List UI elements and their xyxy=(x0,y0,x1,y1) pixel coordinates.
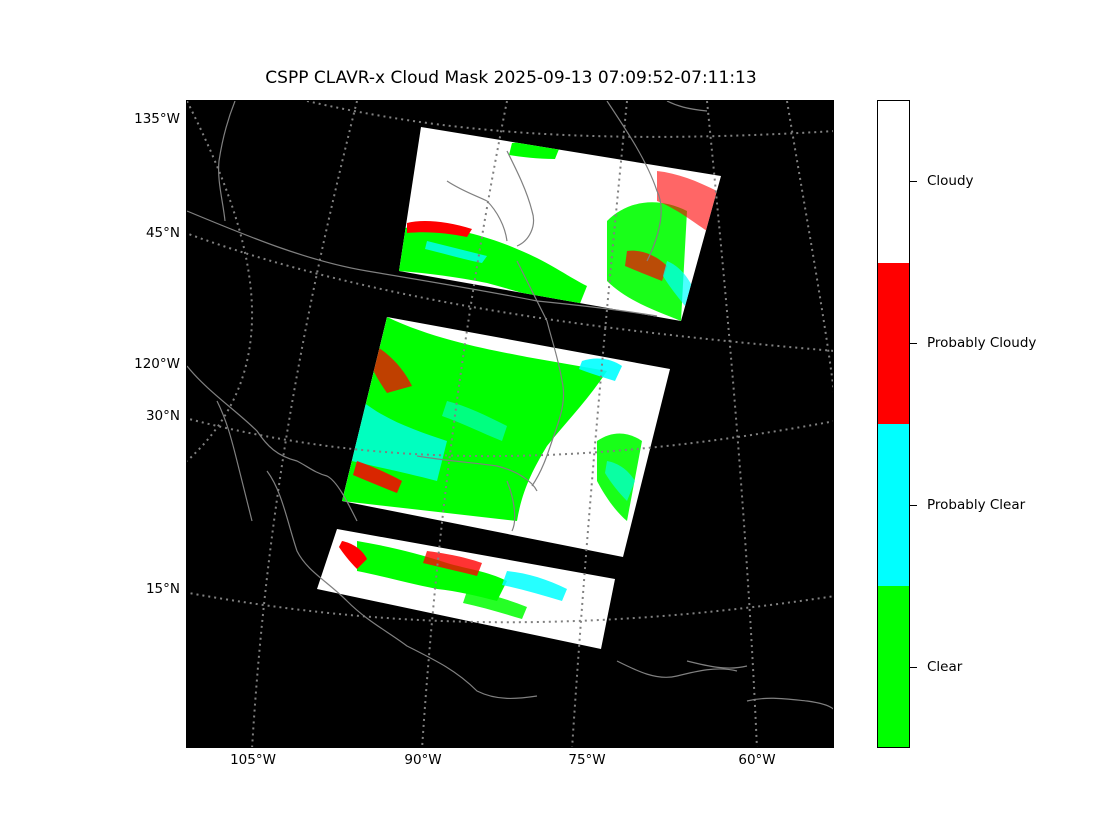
label-90w: 90°W xyxy=(404,752,442,768)
coastlines xyxy=(187,101,833,710)
label-15n: 15°N xyxy=(145,581,180,597)
colorbar-probably-cloudy xyxy=(878,262,909,424)
colorbar-tick-clear xyxy=(910,667,917,668)
label-135w: 135°W xyxy=(134,111,180,127)
label-105w: 105°W xyxy=(230,752,276,768)
map-title: CSPP CLAVR-x Cloud Mask 2025-09-13 07:09… xyxy=(265,68,757,88)
legend-label-probably-clear: Probably Clear xyxy=(927,497,1026,513)
label-75w: 75°W xyxy=(568,752,606,768)
label-45n: 45°N xyxy=(145,225,180,241)
graticule xyxy=(187,101,833,747)
cloud-mask-map xyxy=(186,100,834,748)
colorbar-clear xyxy=(878,585,909,747)
colorbar xyxy=(877,100,910,748)
colorbar-tick-probably-cloudy xyxy=(910,343,917,344)
label-60w: 60°W xyxy=(738,752,776,768)
colorbar-cloudy xyxy=(878,101,909,263)
colorbar-tick-probably-clear xyxy=(910,505,917,506)
legend-label-probably-cloudy: Probably Cloudy xyxy=(927,335,1037,351)
colorbar-tick-cloudy xyxy=(910,181,917,182)
colorbar-probably-clear xyxy=(878,424,909,586)
legend-label-clear: Clear xyxy=(927,659,963,675)
swath-middle xyxy=(342,317,670,557)
label-120w: 120°W xyxy=(134,356,180,372)
swath-north xyxy=(399,127,721,321)
map-canvas xyxy=(187,101,833,747)
legend-label-cloudy: Cloudy xyxy=(927,173,974,189)
label-30n: 30°N xyxy=(145,408,180,424)
swath-south xyxy=(317,529,615,649)
